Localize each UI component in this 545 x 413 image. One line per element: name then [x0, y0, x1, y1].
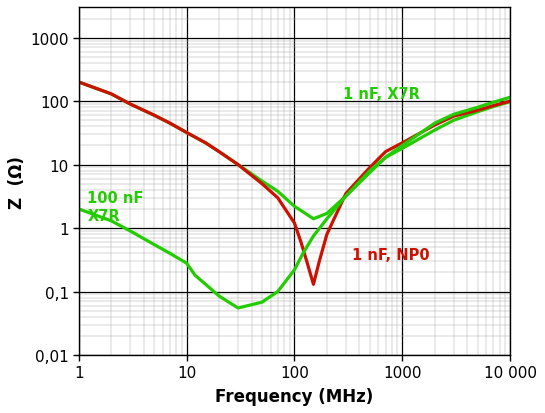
- Text: 100 nF
X7R: 100 nF X7R: [87, 191, 144, 223]
- Text: 1 nF, NP0: 1 nF, NP0: [352, 248, 429, 263]
- Y-axis label: Z  (Ω): Z (Ω): [8, 155, 26, 208]
- X-axis label: Frequency (MHz): Frequency (MHz): [215, 387, 373, 405]
- Text: 1 nF, X7R: 1 nF, X7R: [343, 87, 420, 102]
